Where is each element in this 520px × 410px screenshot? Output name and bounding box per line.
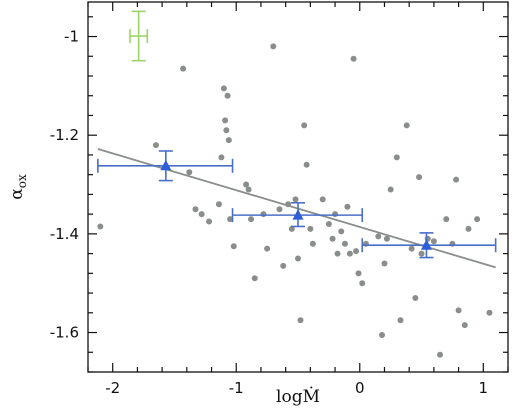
binned-points	[97, 150, 497, 259]
x-tick-label: 1	[479, 379, 489, 397]
data-point	[474, 216, 481, 223]
fit-line	[97, 148, 496, 269]
data-point	[443, 216, 450, 223]
plot-frame	[87, 1, 509, 373]
data-point	[346, 250, 353, 257]
data-point	[334, 250, 341, 257]
data-point	[295, 255, 301, 262]
data-point	[264, 245, 271, 252]
x-axis-label: logṀ	[276, 386, 320, 407]
data-point	[344, 203, 351, 210]
fit-line-group	[97, 148, 496, 269]
data-point	[215, 201, 222, 208]
y-tick-label: -1.4	[50, 225, 79, 243]
data-point	[341, 240, 348, 247]
data-point	[309, 240, 316, 247]
data-point	[359, 280, 366, 287]
data-point	[227, 216, 234, 223]
data-point	[430, 238, 437, 245]
x-tick-label: -2	[105, 379, 120, 397]
data-point	[437, 351, 444, 358]
data-point	[97, 223, 104, 230]
data-point	[379, 332, 385, 338]
data-point	[260, 211, 267, 218]
data-point	[248, 216, 255, 223]
data-point	[393, 154, 400, 161]
data-point	[192, 206, 199, 213]
data-point	[397, 317, 404, 324]
data-point	[251, 275, 258, 282]
data-point	[486, 309, 493, 316]
data-point	[412, 295, 419, 301]
data-point	[307, 225, 314, 232]
data-point	[220, 85, 227, 92]
y-axis-label: αox	[7, 174, 29, 200]
data-point	[218, 154, 225, 161]
data-point	[383, 235, 390, 242]
binned-point-triangle	[292, 209, 304, 220]
data-point	[180, 65, 187, 72]
data-point	[224, 92, 231, 99]
data-point	[152, 142, 159, 149]
data-point	[288, 225, 295, 232]
data-point	[222, 117, 229, 124]
data-point	[303, 161, 310, 168]
data-point	[350, 55, 357, 62]
y-axis-label-main: α	[7, 188, 27, 200]
data-point	[416, 174, 423, 181]
data-point	[381, 260, 388, 267]
data-point	[461, 322, 468, 329]
scatter-points	[97, 43, 493, 358]
binned-point-triangle	[420, 239, 432, 250]
data-point	[225, 137, 232, 144]
data-point	[455, 307, 462, 314]
data-point	[319, 196, 326, 203]
data-point	[206, 218, 213, 225]
data-point	[338, 228, 345, 235]
data-point	[297, 317, 304, 324]
data-point	[230, 243, 237, 250]
binned-point-triangle	[160, 159, 172, 171]
data-point	[408, 245, 415, 252]
data-point	[355, 270, 362, 277]
data-point	[292, 196, 299, 203]
data-point	[276, 206, 283, 213]
data-point	[243, 181, 250, 188]
typical-error-group	[129, 10, 149, 62]
data-point	[270, 43, 277, 50]
data-point	[186, 169, 193, 176]
y-tick-label: -1	[64, 28, 79, 46]
y-tick-label: -1.6	[50, 324, 79, 342]
data-point	[375, 233, 382, 240]
data-point	[453, 176, 460, 183]
data-point	[465, 225, 472, 232]
y-tick-label: -1.2	[50, 126, 79, 144]
y-axis-ticks: -1.6 -1.4 -1.2 -1	[50, 16, 508, 373]
data-point	[245, 186, 252, 193]
x-tick-label: -1	[229, 379, 244, 397]
data-point	[223, 127, 230, 134]
y-axis-label-subscript: ox	[15, 174, 29, 188]
data-point	[329, 235, 336, 242]
data-point	[418, 250, 425, 257]
data-point	[280, 262, 287, 269]
data-point	[332, 211, 339, 218]
data-point	[403, 122, 410, 129]
data-point	[301, 122, 308, 129]
x-tick-label: 0	[355, 379, 365, 397]
data-point	[198, 211, 205, 218]
x-axis-ticks: -2 -1 0 1	[87, 2, 509, 397]
data-point	[353, 248, 360, 255]
data-point	[325, 221, 332, 227]
data-point	[387, 186, 394, 193]
